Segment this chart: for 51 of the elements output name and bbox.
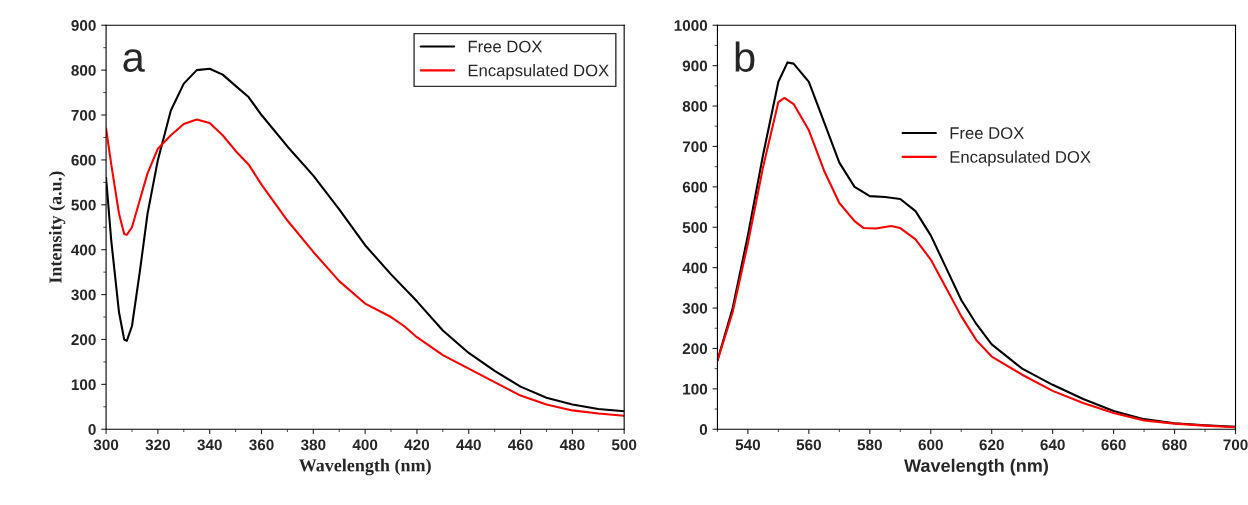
- x-axis-title: Wavelength (nm): [904, 458, 1048, 476]
- x-tick-label: 360: [249, 439, 274, 451]
- y-tick-label: 400: [71, 244, 96, 256]
- y-tick-label: 500: [682, 222, 708, 233]
- y-axis-title: Intensity (a.u.): [48, 171, 66, 284]
- x-tick-label: 560: [796, 439, 821, 451]
- x-tick-label: 640: [1040, 439, 1065, 451]
- legend-label: Encapsulated DOX: [468, 64, 609, 80]
- x-tick-label: 580: [857, 439, 882, 451]
- y-tick-label: 500: [71, 199, 96, 211]
- x-tick-label: 700: [1223, 439, 1248, 451]
- x-tick-label: 680: [1162, 439, 1187, 451]
- x-tick-label: 440: [456, 439, 481, 451]
- y-tick-label: 800: [71, 65, 96, 76]
- x-tick-label: 460: [508, 439, 533, 451]
- annotation: a: [123, 49, 145, 73]
- y-tick-label: 100: [683, 383, 708, 395]
- x-tick-label: 320: [145, 439, 171, 451]
- legend-label: Free DOX: [950, 127, 1024, 139]
- y-tick-label: 100: [71, 379, 96, 391]
- y-tick-label: 600: [682, 181, 708, 193]
- x-tick-label: 500: [611, 439, 637, 451]
- x-tick-label: 540: [735, 439, 761, 451]
- y-tick-label: 0: [88, 424, 96, 435]
- x-tick-label: 300: [93, 439, 119, 451]
- x-tick-label: 380: [300, 439, 326, 451]
- line-series: [106, 118, 625, 417]
- x-tick-label: 620: [979, 439, 1004, 451]
- y-tick-label: 300: [682, 302, 708, 314]
- legend-label: Free DOX: [468, 40, 543, 53]
- x-tick-label: 340: [197, 439, 222, 451]
- y-tick-label: 200: [682, 343, 708, 355]
- y-tick-label: 700: [71, 109, 96, 121]
- annotation: b: [735, 41, 755, 73]
- y-tick-label: 200: [71, 334, 96, 346]
- y-tick-label: 900: [71, 20, 96, 31]
- y-tick-label: 900: [682, 60, 708, 72]
- y-tick-label: 600: [71, 154, 96, 166]
- y-tick-label: 800: [682, 100, 708, 112]
- x-tick-label: 420: [404, 439, 430, 451]
- x-tick-label: 660: [1101, 439, 1126, 451]
- y-tick-label: 700: [682, 141, 708, 153]
- x-tick-label: 400: [352, 439, 378, 451]
- y-tick-label: 0: [699, 424, 708, 435]
- legend-label: Encapsulated DOX: [950, 150, 1091, 167]
- y-tick-label: 1000: [674, 20, 708, 31]
- x-axis-title: Wavelength (nm): [298, 458, 431, 476]
- y-tick-label: 400: [682, 262, 708, 274]
- x-tick-label: 600: [918, 439, 943, 451]
- y-tick-label: 300: [71, 289, 96, 301]
- x-tick-label: 480: [559, 439, 585, 451]
